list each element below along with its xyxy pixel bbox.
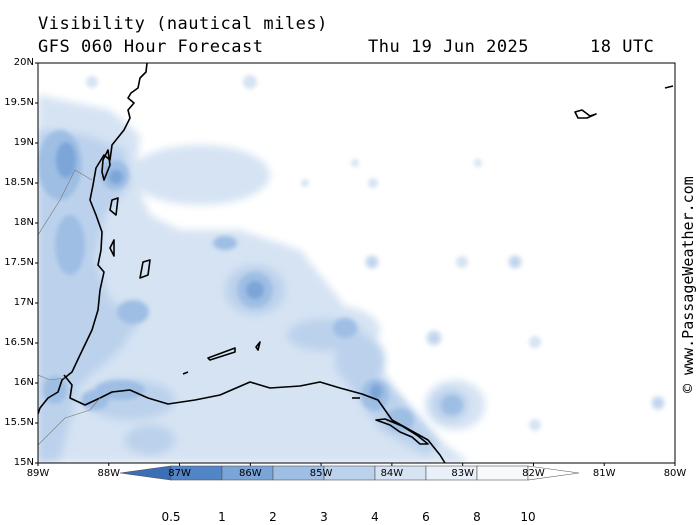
colorbar-label: 2 bbox=[269, 510, 277, 524]
colorbar-segment bbox=[527, 465, 580, 481]
longitude-label: 83W bbox=[451, 468, 474, 479]
longitude-label: 89W bbox=[26, 468, 50, 479]
latitude-label: 15N bbox=[13, 457, 34, 468]
axis-ticks bbox=[35, 62, 676, 466]
colorbar-label: 8 bbox=[473, 510, 481, 524]
visibility-field bbox=[38, 63, 674, 463]
forecast-time: 18 UTC bbox=[590, 37, 655, 57]
longitude-label: 85W bbox=[309, 468, 333, 479]
colorbar-label: 6 bbox=[422, 510, 430, 524]
latitude-label: 17.5N bbox=[4, 257, 34, 268]
colorbar-label: 0.5 bbox=[161, 510, 181, 524]
colorbar-label: 10 bbox=[520, 510, 536, 524]
latitude-label: 17N bbox=[13, 297, 34, 308]
latitude-label: 20N bbox=[13, 57, 34, 68]
latitude-label: 16N bbox=[13, 377, 34, 388]
chart-title: Visibility (nautical miles) bbox=[38, 14, 328, 34]
longitude-label: 82W bbox=[522, 468, 545, 479]
forecast-label: GFS 060 Hour Forecast bbox=[38, 37, 264, 57]
colorbar-segment bbox=[119, 465, 172, 481]
colorbar-label: 1 bbox=[218, 510, 226, 524]
credit-text: © www.PassageWeather.com bbox=[679, 176, 697, 393]
colorbar bbox=[119, 465, 580, 481]
latitude-label: 16.5N bbox=[4, 337, 34, 348]
coastline bbox=[38, 63, 674, 463]
latitude-label: 18N bbox=[13, 217, 34, 228]
longitude-label: 87W bbox=[168, 468, 191, 479]
colorbar-label: 4 bbox=[371, 510, 379, 524]
latitude-label: 19.5N bbox=[4, 97, 34, 108]
longitude-label: 86W bbox=[239, 468, 262, 479]
latitude-label: 18.5N bbox=[4, 177, 34, 188]
colorbar-label: 3 bbox=[320, 510, 328, 524]
longitude-label: 80W bbox=[663, 468, 687, 479]
longitude-label: 84W bbox=[380, 468, 404, 479]
latitude-label: 15.5N bbox=[4, 417, 34, 428]
credit-watermark: © www.PassageWeather.com bbox=[679, 176, 697, 393]
latitude-label: 19N bbox=[13, 137, 34, 148]
longitude-label: 88W bbox=[97, 468, 121, 479]
forecast-date: Thu 19 Jun 2025 bbox=[368, 37, 530, 57]
longitude-label: 81W bbox=[592, 468, 616, 479]
